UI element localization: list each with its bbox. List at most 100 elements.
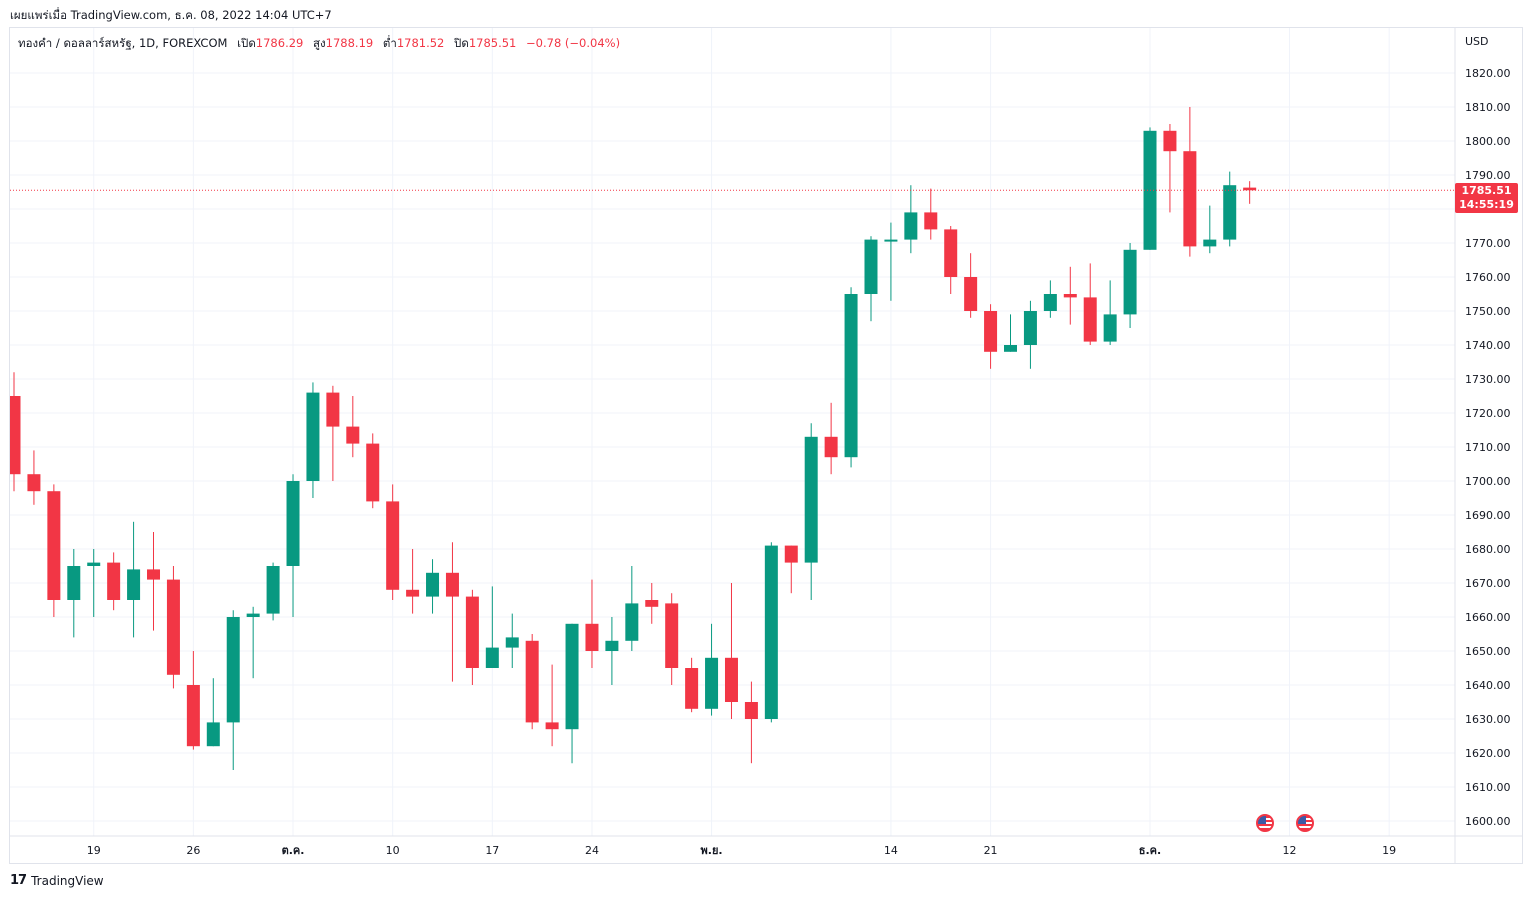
candle <box>206 678 220 747</box>
candle <box>784 545 798 594</box>
y-tick-label: 1600.00 <box>1465 815 1511 828</box>
y-tick-label: 1630.00 <box>1465 713 1511 726</box>
candle-body <box>286 481 300 566</box>
us-flag-event-icon[interactable] <box>1296 814 1314 832</box>
low-value: 1781.52 <box>396 36 445 50</box>
candle-body <box>705 657 719 709</box>
candle-body <box>1243 187 1257 191</box>
x-tick-label: 19 <box>87 844 101 857</box>
candle <box>366 433 380 509</box>
us-flag-event-icon[interactable] <box>1256 814 1274 832</box>
last-price-value: 1785.51 <box>1461 184 1512 197</box>
candle-body <box>784 545 798 563</box>
candle <box>445 542 459 682</box>
candle-body <box>904 212 918 240</box>
close-value: 1785.51 <box>468 36 517 50</box>
candle-body <box>1023 311 1037 345</box>
candle <box>47 484 61 617</box>
y-tick-label: 1690.00 <box>1465 509 1511 522</box>
candle <box>406 549 420 614</box>
y-tick-label: 1680.00 <box>1465 543 1511 556</box>
candle <box>724 583 738 719</box>
x-tick-label: พ.ย. <box>701 844 723 857</box>
candle-body <box>1203 239 1217 247</box>
candle-body <box>764 545 778 719</box>
candle-body <box>127 569 141 600</box>
candle <box>166 566 180 689</box>
candle-body <box>27 474 41 492</box>
candle <box>505 613 519 668</box>
candle <box>27 450 41 505</box>
candle <box>266 562 280 621</box>
candle-body <box>1123 249 1137 315</box>
y-tick-label: 1800.00 <box>1465 135 1511 148</box>
y-tick-label: 1760.00 <box>1465 271 1511 284</box>
candle-body <box>166 579 180 675</box>
candle <box>1004 314 1017 352</box>
low-label: ต่ำ <box>382 36 397 50</box>
candle <box>346 396 360 458</box>
y-tick-label: 1710.00 <box>1465 441 1511 454</box>
candle <box>804 423 818 600</box>
candle-body <box>107 562 121 600</box>
currency-label: USD <box>1465 35 1489 48</box>
candle-body <box>306 392 320 481</box>
x-tick-label: 19 <box>1382 844 1396 857</box>
candle-body <box>724 657 738 702</box>
candle-body <box>386 501 400 590</box>
candle <box>525 634 539 730</box>
candle-body <box>585 623 599 651</box>
candle <box>884 222 898 301</box>
candle <box>1103 280 1117 345</box>
candle-body <box>1183 151 1197 247</box>
y-tick-label: 1700.00 <box>1465 475 1511 488</box>
candle <box>67 549 81 638</box>
candle-body <box>1043 294 1057 311</box>
last-price-tag: 1785.51 14:55:19 <box>1455 183 1518 213</box>
candle <box>1023 300 1037 369</box>
candle <box>1043 280 1057 318</box>
tradingview-logo-icon: 17 <box>10 873 27 888</box>
candle <box>665 593 679 685</box>
change-value: −0.78 (−0.04%) <box>526 36 621 50</box>
candle-body <box>884 239 898 242</box>
symbol-legend: ทองคำ / ดอลลาร์สหรัฐ, 1D, FOREXCOM เปิด1… <box>18 35 620 53</box>
candle <box>246 606 260 679</box>
x-tick-label: ธ.ค. <box>1139 844 1161 857</box>
candle <box>864 236 878 322</box>
candle-body <box>525 640 539 723</box>
chart-grid <box>10 28 1523 864</box>
candle-body <box>804 436 818 563</box>
candle-body <box>744 702 758 719</box>
candle-body <box>1083 297 1097 342</box>
candle-body <box>685 668 699 709</box>
candle <box>685 657 699 713</box>
candle <box>1083 263 1097 345</box>
candle-body <box>10 396 21 475</box>
candle <box>186 651 200 750</box>
candle <box>127 521 141 638</box>
candle <box>465 589 479 685</box>
published-timestamp: เผยแพร่เมื่อ TradingView.com, ธ.ค. 08, 2… <box>10 8 332 22</box>
candle-body <box>984 311 998 352</box>
candle <box>147 532 161 631</box>
candle-body <box>864 239 878 294</box>
candle-body <box>206 722 220 747</box>
open-label: เปิด <box>237 36 256 50</box>
candle <box>326 385 340 481</box>
candle <box>904 185 918 254</box>
y-tick-label: 1740.00 <box>1465 339 1511 352</box>
candle-body <box>545 722 559 730</box>
candle-body <box>366 443 380 502</box>
candle-body <box>485 647 499 668</box>
candle <box>1243 181 1257 204</box>
footer: 17 TradingView <box>10 873 104 888</box>
candle-body <box>1163 130 1177 152</box>
y-tick-label: 1670.00 <box>1465 577 1511 590</box>
candle-body <box>406 589 420 597</box>
price-axis: 1600.00 1610.00 1620.00 1630.00 1640.00 1650.… <box>1465 67 1511 828</box>
x-tick-label: 26 <box>186 844 200 857</box>
candle-body <box>1063 294 1077 298</box>
candle <box>226 610 240 770</box>
